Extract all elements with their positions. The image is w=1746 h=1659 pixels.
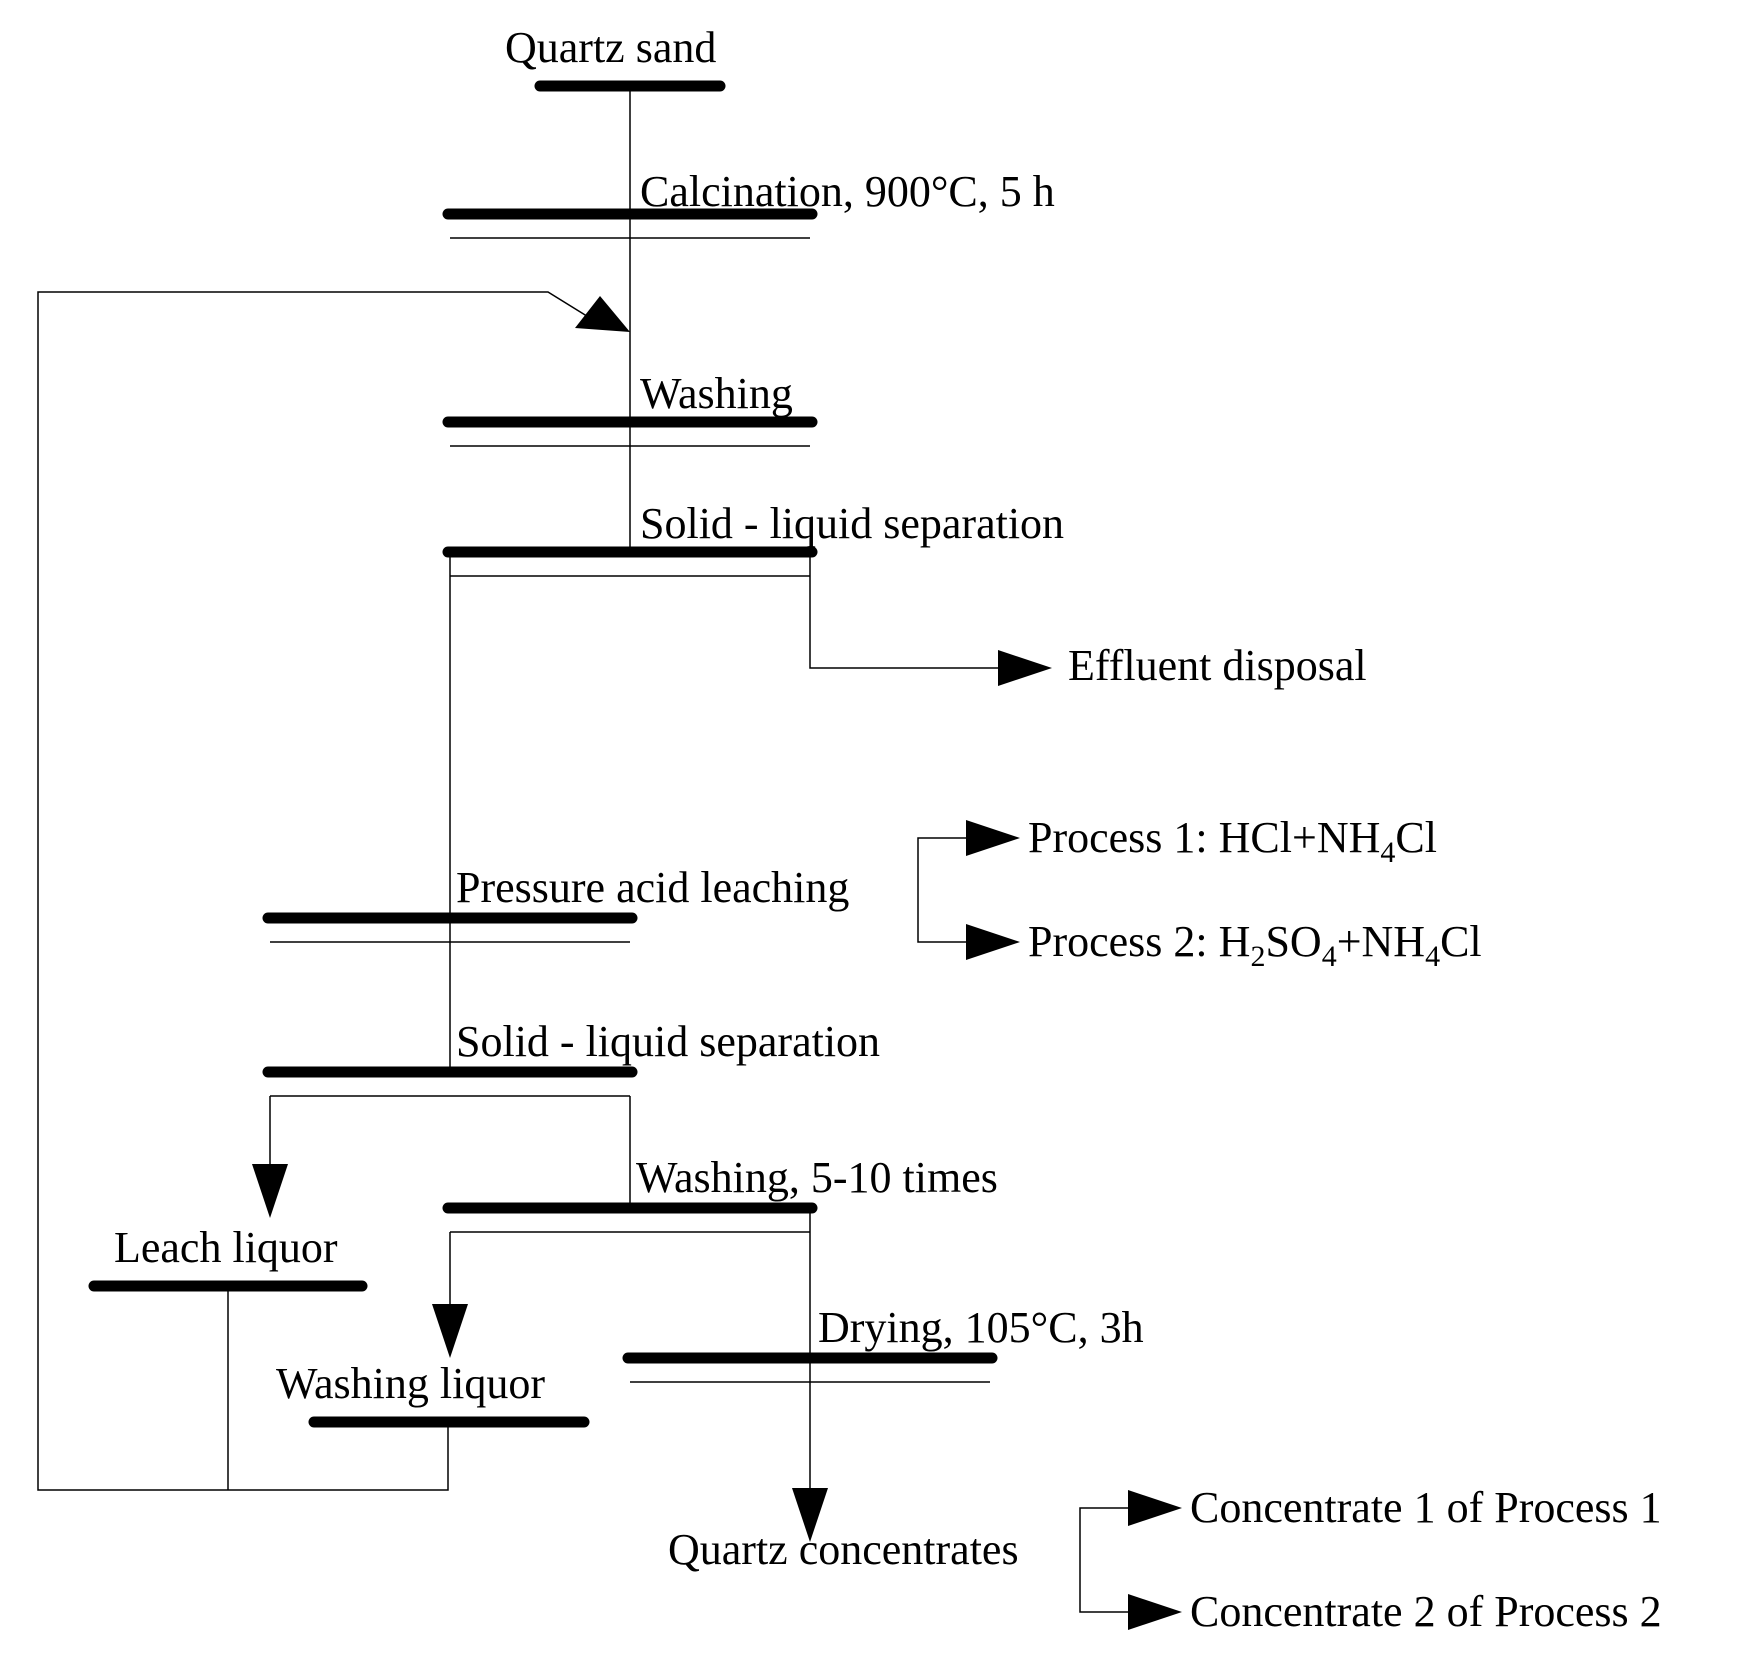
process-2-label: Process 2: H2SO4+NH4Cl <box>1028 917 1482 973</box>
leach-liquor-label: Leach liquor <box>114 1223 338 1272</box>
concentrate-2-arrowhead <box>1128 1594 1182 1630</box>
washing-liquor-label: Washing liquor <box>276 1359 545 1408</box>
drying-label: Drying, 105°C, 3h <box>818 1303 1144 1352</box>
process-1-label: Process 1: HCl+NH4Cl <box>1028 813 1437 869</box>
concentrate-arrowhead <box>792 1488 828 1542</box>
concentrate-2-label: Concentrate 2 of Process 2 <box>1190 1587 1662 1636</box>
pressure-acid-leaching-label: Pressure acid leaching <box>456 863 849 912</box>
leach-liquor-arrowhead <box>252 1164 288 1218</box>
process-1-arrowhead <box>966 820 1020 856</box>
washing-times-label: Washing, 5-10 times <box>636 1153 998 1202</box>
quartz-sand-label: Quartz sand <box>505 23 716 72</box>
washing-label: Washing <box>640 369 793 418</box>
process-options-bracket <box>917 837 966 943</box>
effluent-arrowhead <box>998 650 1052 686</box>
effluent-disposal-label: Effluent disposal <box>1068 641 1367 690</box>
recycle-arrowhead <box>575 296 630 332</box>
concentrate-1-label: Concentrate 1 of Process 1 <box>1190 1483 1662 1532</box>
quartz-concentrates-label: Quartz concentrates <box>668 1525 1019 1574</box>
effluent-line <box>809 552 1000 669</box>
concentrate-bracket <box>1079 1507 1128 1613</box>
calcination-label: Calcination, 900°C, 5 h <box>640 167 1055 216</box>
solid-liquid-separation-1-label: Solid - liquid separation <box>640 499 1064 548</box>
concentrate-1-arrowhead <box>1128 1490 1182 1526</box>
process-2-arrowhead <box>966 924 1020 960</box>
recycle-line <box>37 291 591 1491</box>
washing-liquor-arrowhead <box>432 1304 468 1358</box>
washing-liquor-return-line <box>224 1422 449 1491</box>
solid-liquid-separation-2-label: Solid - liquid separation <box>456 1017 880 1066</box>
